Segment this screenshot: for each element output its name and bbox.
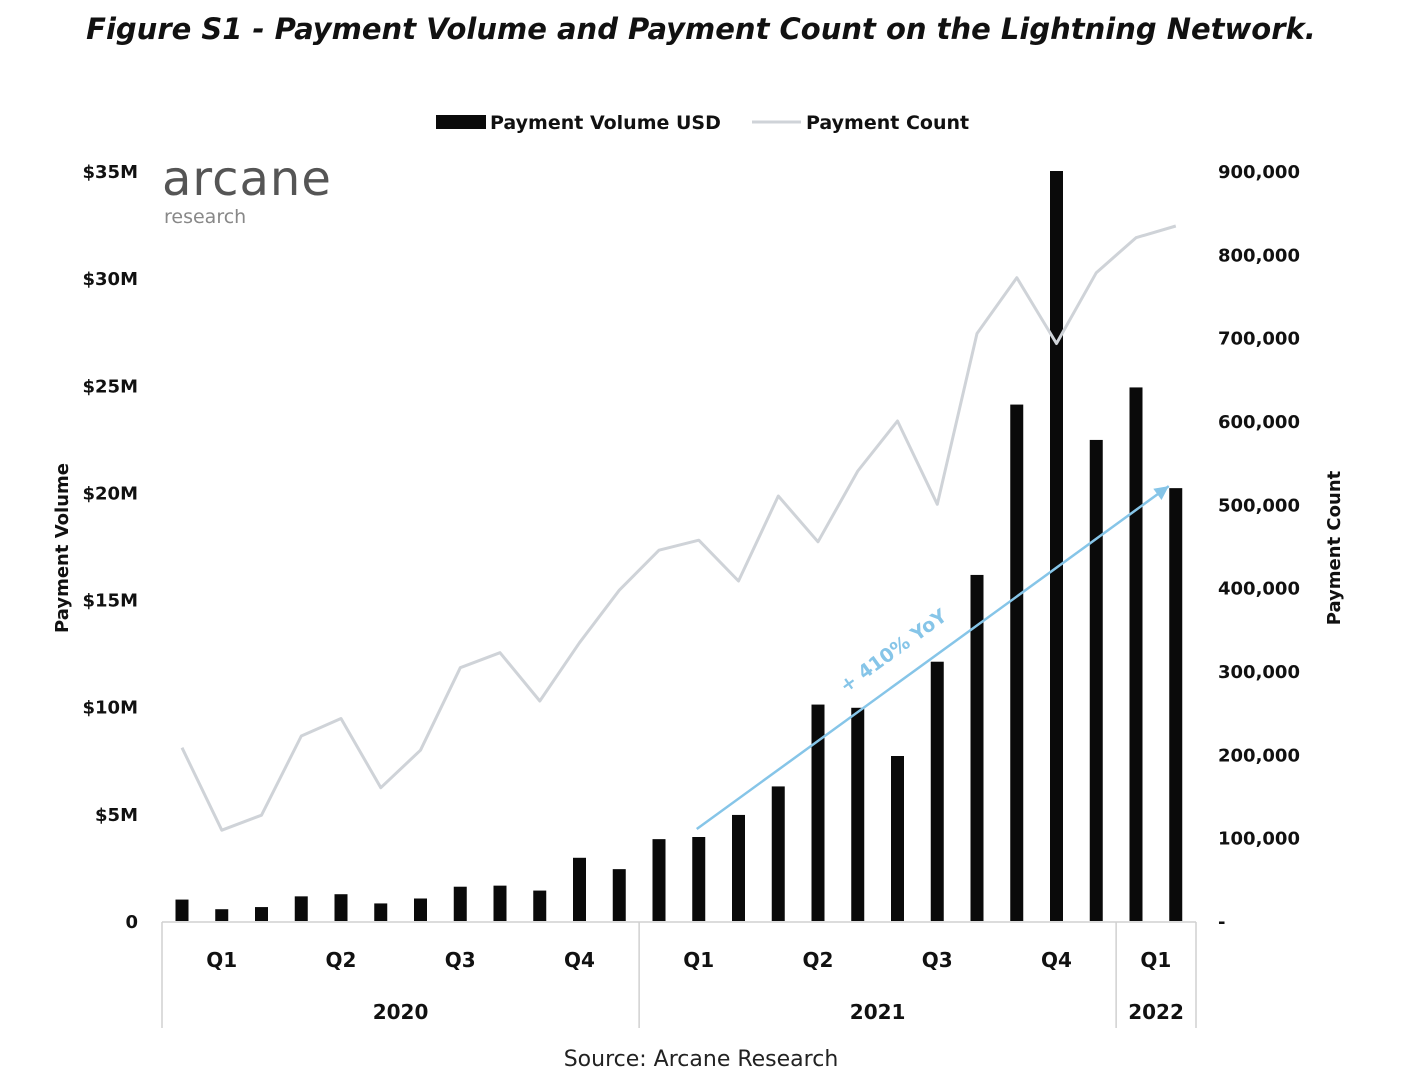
volume-bar (1169, 488, 1183, 921)
y-left-tick-label: $30M (83, 269, 139, 290)
chart-title: Figure S1 - Payment Volume and Payment C… (86, 12, 1316, 46)
count-line (180, 224, 1177, 832)
y-left-ticks: 0 $5M $10M $15M $20M $25M $30M $35M (83, 162, 139, 933)
y-left-tick-label: $15M (83, 591, 139, 612)
arcane-logo: arcane research (162, 151, 332, 228)
volume-bar (175, 899, 189, 921)
source-note: Source: Arcane Research (563, 1047, 839, 1072)
quarter-label: Q4 (1041, 948, 1072, 972)
volume-bar (652, 839, 666, 921)
quarter-label: Q1 (206, 948, 237, 972)
y-left-tick-label: $20M (83, 483, 139, 504)
y-right-tick-label: 700,000 (1218, 329, 1300, 350)
y-right-tick-label: - (1218, 912, 1225, 933)
y-left-tick-label: $5M (95, 805, 138, 826)
volume-bar (970, 574, 984, 921)
volume-bar (255, 907, 268, 921)
legend-label-volume: Payment Volume USD (490, 112, 721, 134)
y-left-tick-label: 0 (125, 912, 138, 933)
quarter-label: Q1 (1140, 948, 1171, 972)
y-left-axis-title: Payment Volume (52, 463, 73, 633)
x-axis: Q1 Q2 Q3 Q4 Q1 Q2 Q3 Q4 Q1 2020 2021 2022 (161, 921, 1197, 1028)
year-label: 2022 (1128, 1000, 1184, 1024)
y-right-tick-label: 500,000 (1218, 495, 1300, 516)
volume-bar (374, 903, 388, 921)
y-right-axis-title: Payment Count (1324, 470, 1345, 625)
volume-bar (612, 869, 626, 921)
y-right-tick-label: 400,000 (1218, 579, 1300, 600)
quarter-label: Q2 (803, 948, 834, 972)
volume-bars (175, 171, 1183, 922)
logo-main-text: arcane (162, 151, 332, 207)
y-left-tick-label: $10M (83, 698, 139, 719)
quarter-label: Q3 (922, 948, 953, 972)
year-label: 2021 (850, 1000, 906, 1024)
y-right-tick-label: 300,000 (1218, 662, 1300, 683)
volume-bar (692, 837, 706, 921)
y-right-ticks: - 100,000 200,000 300,000 400,000 500,000 600,… (1218, 162, 1300, 933)
volume-bar (811, 704, 825, 921)
volume-bar (334, 894, 348, 921)
y-left-tick-label: $25M (83, 376, 139, 397)
volume-bar (1050, 171, 1063, 921)
volume-bar (533, 890, 547, 921)
logo-sub-text: research (164, 206, 246, 228)
year-label: 2020 (373, 1000, 429, 1024)
annotation-arrow-head (1153, 486, 1169, 501)
legend-label-count: Payment Count (806, 112, 969, 134)
quarter-label: Q1 (683, 948, 714, 972)
volume-bar (215, 909, 229, 921)
quarter-label: Q2 (326, 948, 357, 972)
y-right-tick-label: 900,000 (1218, 162, 1300, 183)
annotation-arrow-shaft (696, 485, 1170, 831)
volume-bar (851, 707, 865, 921)
quarter-label: Q4 (564, 948, 595, 972)
legend: Payment Volume USD Payment Count (436, 112, 969, 134)
volume-bar (930, 661, 944, 921)
volume-bar (891, 756, 904, 921)
volume-bar (771, 786, 785, 921)
y-left-tick-label: $35M (83, 162, 139, 183)
volume-bar (1089, 439, 1103, 921)
volume-bar (294, 896, 308, 921)
volume-bar (453, 886, 467, 921)
volume-bar (414, 898, 427, 921)
volume-bar (493, 885, 507, 921)
volume-bar (1129, 387, 1143, 921)
y-right-tick-label: 100,000 (1218, 829, 1300, 850)
legend-swatch-bar (436, 115, 486, 129)
y-right-tick-label: 200,000 (1218, 745, 1300, 766)
volume-bar (732, 814, 745, 921)
y-right-tick-label: 800,000 (1218, 245, 1300, 266)
volume-bar (573, 857, 586, 921)
y-right-tick-label: 600,000 (1218, 412, 1300, 433)
volume-bar (1010, 404, 1024, 922)
payment-count-line (180, 224, 1177, 832)
quarter-label: Q3 (445, 948, 476, 972)
